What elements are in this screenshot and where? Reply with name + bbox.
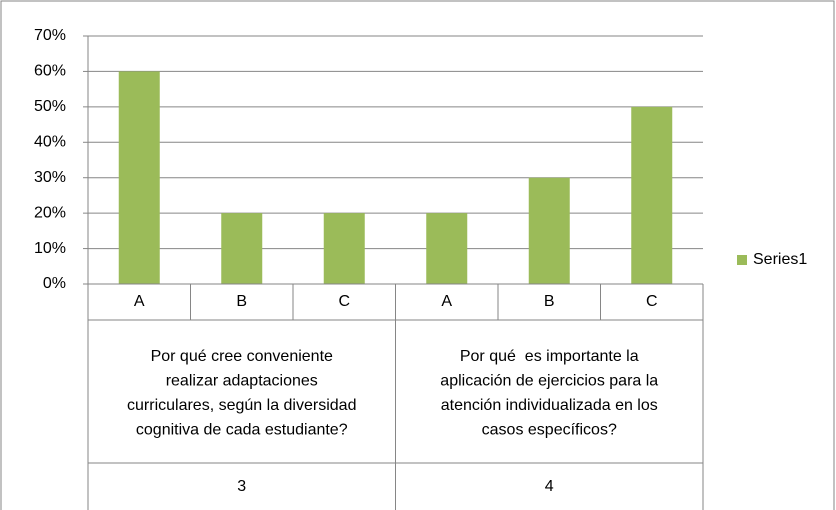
x-tick-label: C: [646, 293, 658, 310]
y-tick-label: 50%: [34, 98, 66, 115]
bar: [118, 71, 160, 284]
y-tick-label: 30%: [34, 169, 66, 186]
group-label: Por qué es importante la: [460, 348, 639, 365]
group-label: casos específicos?: [482, 422, 617, 439]
y-tick-label: 60%: [34, 63, 66, 80]
group-label: atención individualizada en los: [441, 397, 658, 414]
bar: [323, 213, 365, 284]
group-label: curriculares, según la diversidad: [127, 397, 356, 414]
bar: [426, 213, 468, 284]
legend-label: Series1: [753, 251, 807, 268]
x-tick-label: C: [338, 293, 350, 310]
bar: [221, 213, 263, 284]
y-tick-label: 0%: [43, 275, 66, 292]
group-label: cognitiva de cada estudiante?: [136, 422, 348, 439]
x-tick-label: B: [236, 293, 247, 310]
x-tick-label: A: [441, 293, 452, 310]
group-label: aplicación de ejercicios para la: [440, 373, 658, 390]
legend-swatch: [737, 255, 747, 265]
group-name: 4: [545, 478, 554, 495]
y-tick-label: 20%: [34, 204, 66, 221]
y-tick-label: 40%: [34, 134, 66, 151]
group-name: 3: [237, 478, 246, 495]
bar: [528, 177, 570, 284]
y-tick-label: 70%: [34, 27, 66, 44]
x-tick-label: A: [134, 293, 145, 310]
group-label: Por qué cree conveniente: [151, 348, 333, 365]
bar: [631, 106, 673, 284]
y-tick-label: 10%: [34, 240, 66, 257]
x-tick-label: B: [544, 293, 555, 310]
group-label: realizar adaptaciones: [166, 373, 318, 390]
